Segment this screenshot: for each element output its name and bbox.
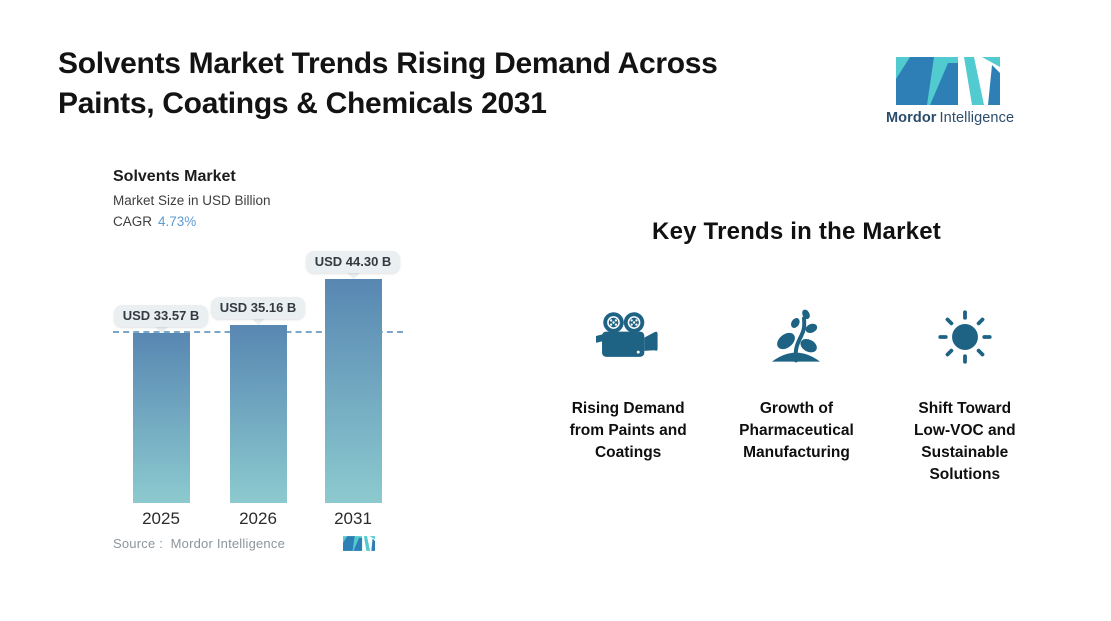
bar-2025 (132, 333, 190, 503)
trend-row: Rising Demand from Paints and Coatings G… (544, 304, 1049, 486)
trend-item-pharma: Growth of Pharmaceutical Manufacturing (712, 304, 880, 486)
trend-caption-paints-coatings: Rising Demand from Paints and Coatings (569, 400, 687, 461)
brand-name-regular: Intelligence (939, 110, 1015, 126)
axis-label-2025: 2025 (142, 509, 180, 528)
chart-title: Solvents Market (113, 168, 236, 185)
brand-name-bold: Mordor (886, 110, 937, 126)
source-text: Source : Mordor Intelligence (113, 536, 285, 551)
value-label-2025: USD 33.57 B (113, 305, 209, 327)
trend-caption-sustainable: Shift Toward Low-VOC and Sustainable Sol… (913, 400, 1016, 483)
bar-chart-plot: USD 33.57 B 2025 USD 35.16 B 2026 USD 44… (111, 250, 403, 528)
page-title-line2: Paints, Coatings & Chemicals 2031 (58, 87, 547, 120)
mordor-logo-icon (896, 57, 1000, 105)
value-label-2026: USD 35.16 B (210, 297, 306, 319)
chart-subtitle: Market Size in USD Billion (113, 193, 271, 208)
sun-icon (935, 304, 995, 370)
brand-logo: Mordor Intelligence (886, 57, 1014, 126)
trend-caption-pharma: Growth of Pharmaceutical Manufacturing (739, 400, 854, 461)
chart-source: Source : Mordor Intelligence (113, 536, 375, 551)
solvents-market-chart: Solvents Market Market Size in USD Billi… (113, 168, 413, 568)
plant-growth-icon (768, 304, 824, 370)
axis-label-2026: 2026 (239, 509, 277, 528)
trend-item-paints-coatings: Rising Demand from Paints and Coatings (544, 304, 712, 486)
page-title-line1: Solvents Market Trends Rising Demand Acr… (58, 47, 718, 80)
axis-label-2031: 2031 (334, 509, 372, 528)
bar-group-2025: USD 33.57 B 2025 (111, 305, 211, 528)
mordor-logo-icon-small (343, 536, 375, 551)
bar-2031 (324, 279, 382, 503)
value-label-2031: USD 44.30 B (305, 251, 401, 273)
cagr-value: 4.73% (158, 214, 197, 229)
bar-group-2031: USD 44.30 B 2031 (303, 251, 403, 528)
key-trends-heading: Key Trends in the Market (652, 218, 941, 245)
bar-2026 (229, 325, 287, 503)
bar-group-2026: USD 35.16 B 2026 (208, 297, 308, 528)
brand-name: Mordor Intelligence (886, 110, 1014, 126)
key-trends-section: Key Trends in the Market (544, 218, 1049, 486)
video-camera-icon (596, 304, 660, 370)
trend-item-sustainable: Shift Toward Low-VOC and Sustainable Sol… (881, 304, 1049, 486)
cagr-label: CAGR (113, 214, 153, 229)
chart-cagr: CAGR 4.73% (113, 214, 413, 229)
page-title: Solvents Market Trends Rising Demand Acr… (58, 44, 848, 124)
